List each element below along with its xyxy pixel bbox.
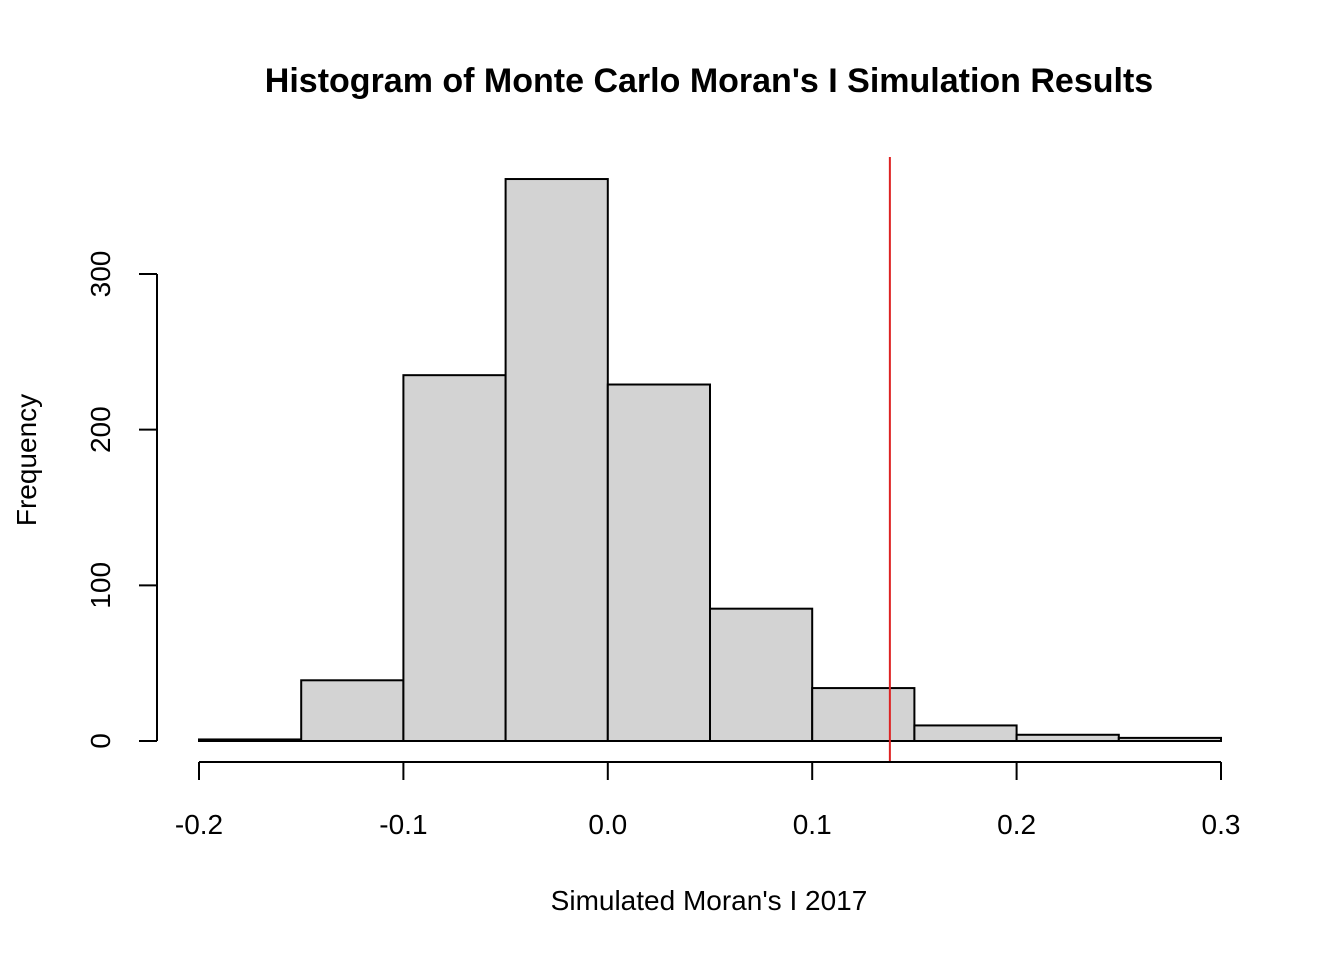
x-axis-label: Simulated Moran's I 2017 [551, 885, 868, 916]
y-axis: 0 100 200 300 [85, 251, 158, 749]
chart-title: Histogram of Monte Carlo Moran's I Simul… [265, 62, 1153, 100]
histogram-bar-6 [811, 687, 916, 743]
x-tick-label-3: 0.1 [793, 809, 832, 840]
y-axis-label: Frequency [11, 394, 42, 526]
x-tick-label-2: 0.0 [588, 809, 627, 840]
x-tick-label-1: -0.1 [379, 809, 427, 840]
x-tick-label-0: -0.2 [175, 809, 223, 840]
histogram-bar-0 [198, 738, 303, 742]
histogram-bar-3 [504, 178, 609, 742]
histogram-bar-2 [402, 374, 507, 742]
y-tick-label-1: 100 [85, 562, 116, 609]
y-tick-label-3: 300 [85, 251, 116, 298]
x-tick-label-5: 0.3 [1202, 809, 1241, 840]
histogram-bar-8 [1015, 733, 1120, 742]
histogram-bar-1 [300, 679, 405, 742]
x-tick-label-4: 0.2 [997, 809, 1036, 840]
y-tick-label-0: 0 [85, 733, 116, 749]
x-axis: -0.2 -0.1 0.0 0.1 0.2 0.3 [175, 761, 1241, 840]
histogram-bar-9 [1117, 736, 1223, 742]
y-tick-label-2: 200 [85, 406, 116, 453]
histogram-bar-5 [709, 607, 814, 742]
histogram-bar-7 [913, 724, 1018, 742]
bars-group [198, 178, 1223, 743]
histogram-bar-4 [606, 383, 711, 742]
